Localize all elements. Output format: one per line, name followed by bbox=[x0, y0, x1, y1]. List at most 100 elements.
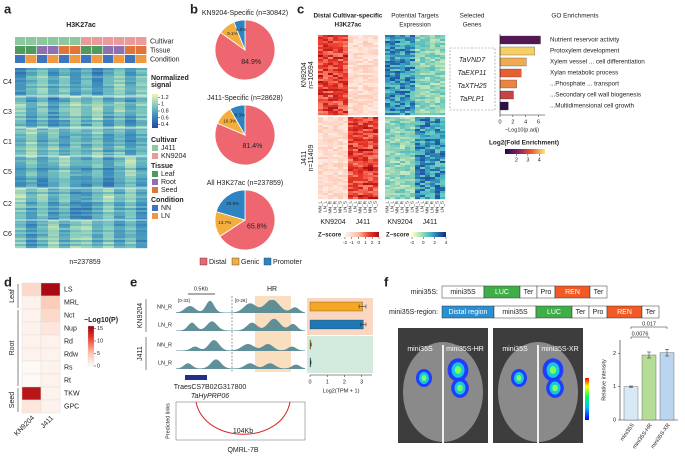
trait-label: Nup bbox=[64, 325, 77, 332]
heatmap-cell bbox=[59, 246, 71, 249]
heatmap-cell bbox=[390, 143, 396, 146]
annotation-cell bbox=[125, 37, 136, 45]
heatmap-cell bbox=[21, 308, 42, 323]
heatmap-cell bbox=[410, 191, 416, 194]
heatmap-cell bbox=[40, 347, 61, 362]
heatmap-cell bbox=[368, 99, 374, 102]
heatmap-cell bbox=[59, 88, 71, 91]
heatmap-cell bbox=[136, 236, 148, 239]
heatmap-cell bbox=[373, 153, 379, 156]
heatmap-cell bbox=[395, 85, 401, 88]
heatmap-cell bbox=[92, 90, 104, 93]
x-tick-label: 4 bbox=[524, 119, 527, 125]
heatmap-cell bbox=[70, 216, 82, 219]
heatmap-cell bbox=[348, 79, 354, 82]
heatmap-cell bbox=[92, 100, 104, 103]
heatmap-cell bbox=[395, 147, 401, 150]
cluster-label: C6 bbox=[3, 231, 12, 238]
heatmap-cell bbox=[435, 35, 441, 38]
heatmap-cell bbox=[348, 43, 354, 46]
heatmap-cell bbox=[425, 59, 431, 62]
heatmap-cell bbox=[415, 123, 421, 126]
heatmap-cell bbox=[318, 197, 324, 200]
heatmap-cell bbox=[26, 216, 38, 219]
heatmap-cell bbox=[435, 73, 441, 76]
x-tick-label: mini35S bbox=[620, 422, 637, 442]
heatmap-cell bbox=[385, 71, 391, 74]
heatmap-cell bbox=[15, 142, 27, 145]
heatmap-cell bbox=[353, 137, 359, 140]
heatmap-cell bbox=[440, 195, 446, 198]
heatmap-cell bbox=[92, 104, 104, 107]
heatmap-cell bbox=[125, 120, 137, 123]
heatmap-cell bbox=[425, 151, 431, 154]
heatmap-cell bbox=[338, 61, 344, 64]
heatmap-cell bbox=[114, 72, 126, 75]
heatmap-cell bbox=[373, 77, 379, 80]
heatmap-cell bbox=[400, 183, 406, 186]
heatmap-cell bbox=[425, 49, 431, 52]
heatmap-cell bbox=[430, 195, 436, 198]
heatmap-cell bbox=[37, 94, 49, 97]
heatmap-cell bbox=[415, 75, 421, 78]
heatmap-cell bbox=[353, 149, 359, 152]
heatmap-cell bbox=[114, 126, 126, 129]
heatmap-cell bbox=[430, 47, 436, 50]
heatmap-cell bbox=[318, 105, 324, 108]
heatmap-cell bbox=[435, 127, 441, 130]
heatmap-cell bbox=[323, 79, 329, 82]
heatmap-cell bbox=[435, 103, 441, 106]
heatmap-cell bbox=[385, 193, 391, 196]
heatmap-cell bbox=[410, 79, 416, 82]
heatmap-cell bbox=[415, 165, 421, 168]
heatmap-cell bbox=[420, 109, 426, 112]
heatmap-cell bbox=[415, 71, 421, 74]
heatmap-cell bbox=[318, 91, 324, 94]
heatmap-cell bbox=[48, 110, 60, 113]
heatmap-cell bbox=[81, 168, 93, 171]
heatmap-cell bbox=[353, 75, 359, 78]
heatmap-cell bbox=[318, 189, 324, 192]
heatmap-cell bbox=[400, 37, 406, 40]
heatmap-cell bbox=[37, 118, 49, 121]
heatmap-cell bbox=[373, 61, 379, 64]
heatmap-cell bbox=[395, 91, 401, 94]
heatmap-cell bbox=[328, 131, 334, 134]
heatmap-cell bbox=[37, 160, 49, 163]
heatmap-cell bbox=[333, 149, 339, 152]
heatmap-cell bbox=[420, 187, 426, 190]
heatmap-cell bbox=[353, 141, 359, 144]
heatmap-cell bbox=[59, 154, 71, 157]
heatmap-cell bbox=[395, 167, 401, 170]
heatmap-cell bbox=[318, 39, 324, 42]
heatmap-cell bbox=[37, 168, 49, 171]
heatmap-cell bbox=[333, 41, 339, 44]
heatmap-cell bbox=[395, 151, 401, 154]
heatmap-cell bbox=[318, 71, 324, 74]
heatmap-cell bbox=[440, 125, 446, 128]
colorbar bbox=[345, 232, 379, 237]
heatmap-cell bbox=[92, 156, 104, 159]
heatmap-cell bbox=[400, 163, 406, 166]
heatmap-cell bbox=[114, 246, 126, 249]
heatmap-cell bbox=[373, 47, 379, 50]
heatmap-cell bbox=[92, 246, 104, 249]
heatmap-cell bbox=[114, 178, 126, 181]
heatmap-cell bbox=[400, 143, 406, 146]
heatmap-cell bbox=[59, 180, 71, 183]
heatmap-cell bbox=[48, 202, 60, 205]
heatmap-cell bbox=[323, 187, 329, 190]
heatmap-cell bbox=[328, 139, 334, 142]
heatmap-cell bbox=[125, 126, 137, 129]
heatmap-cell bbox=[40, 399, 61, 414]
heatmap-cell bbox=[363, 63, 369, 66]
heatmap-cell bbox=[373, 41, 379, 44]
heatmap-cell bbox=[395, 37, 401, 40]
heatmap-cell bbox=[323, 139, 329, 142]
heatmap-cell bbox=[363, 155, 369, 158]
heatmap-cell bbox=[415, 37, 421, 40]
heatmap-cell bbox=[333, 165, 339, 168]
heatmap-cell bbox=[92, 68, 104, 71]
heatmap-cell bbox=[59, 222, 71, 225]
heatmap-cell bbox=[348, 103, 354, 106]
